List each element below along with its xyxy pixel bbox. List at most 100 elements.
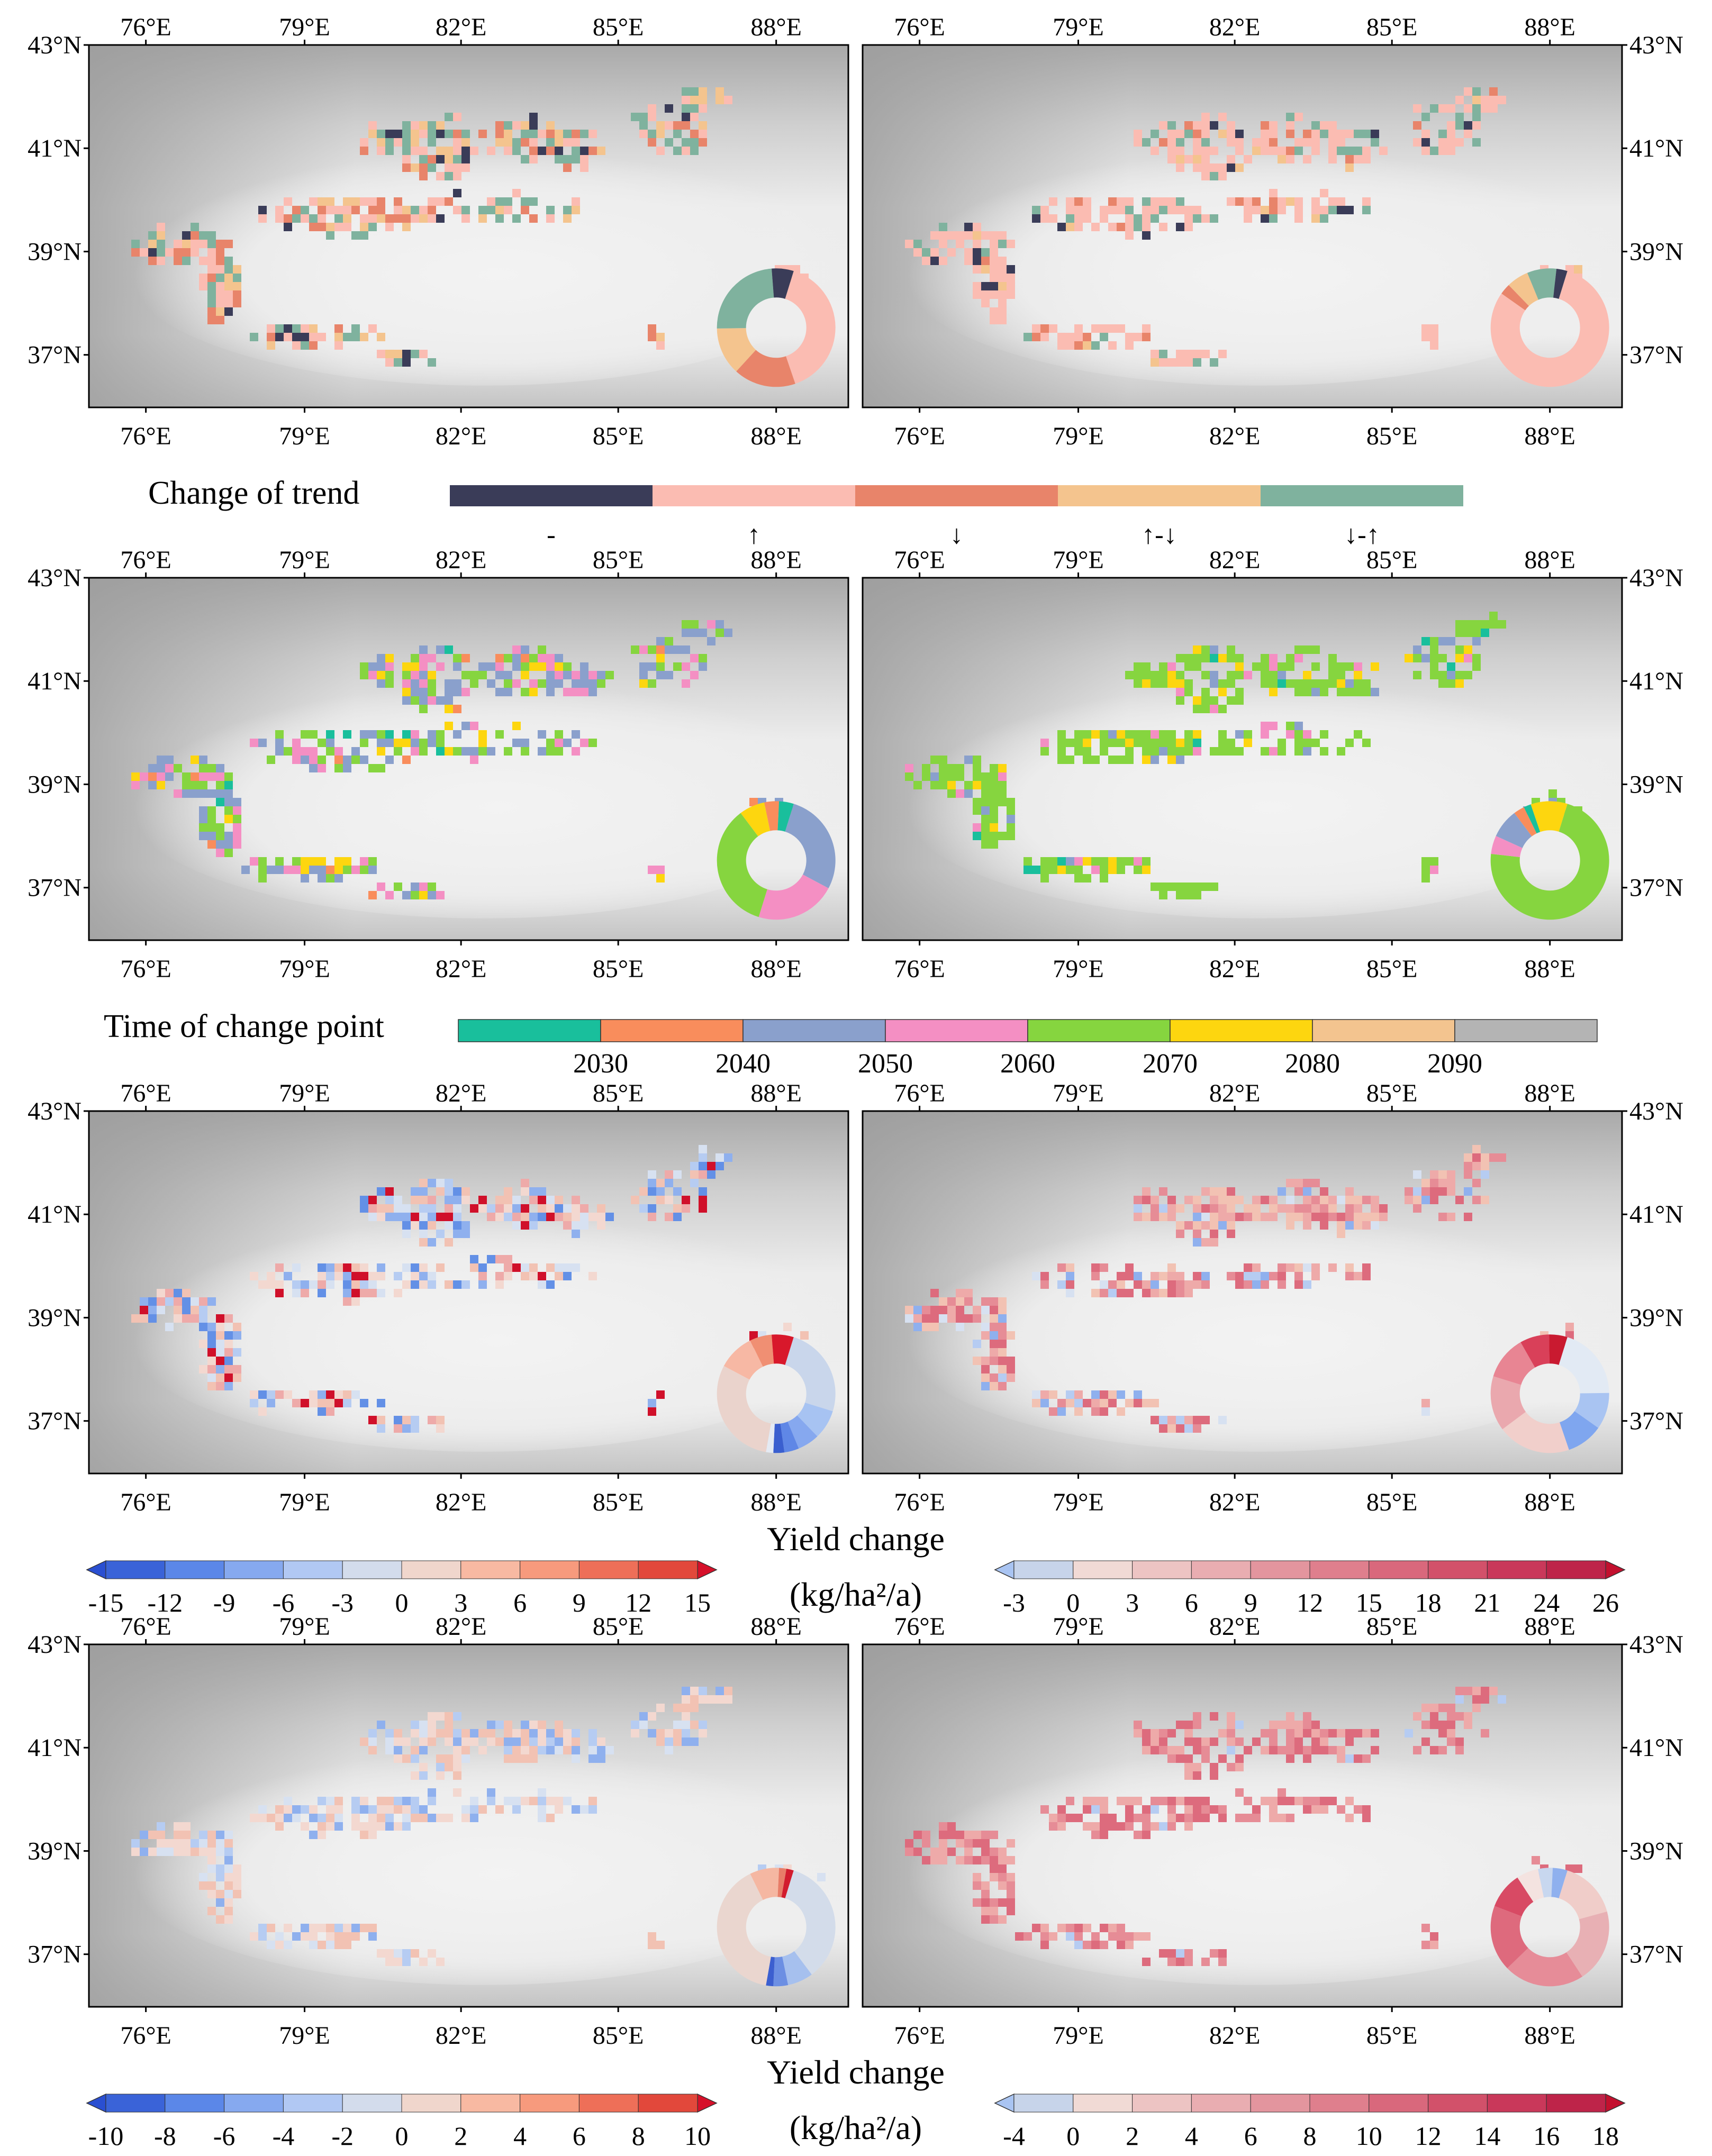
crop-cell [199, 274, 207, 282]
crop-cell [1430, 1712, 1438, 1721]
crop-cell [665, 637, 673, 645]
crop-cell [1464, 1153, 1472, 1162]
crop-cell [1049, 1822, 1057, 1831]
crop-cell [1151, 730, 1159, 739]
crop-cell [682, 1737, 690, 1746]
crop-cell [699, 1196, 707, 1204]
crop-cell [360, 1831, 368, 1839]
crop-cell [224, 1915, 233, 1924]
crop-cells [131, 87, 809, 367]
yield-legend-1-unit: (kg/ha²/a) [790, 1576, 922, 1613]
crop-cell [199, 1831, 207, 1839]
crop-cell [947, 789, 956, 798]
crop-cell [207, 240, 216, 248]
crop-cell [922, 1314, 930, 1323]
crop-cell [1083, 756, 1091, 764]
crop-cell [538, 1187, 546, 1196]
crop-cell [724, 96, 732, 104]
crop-cell [1142, 223, 1151, 231]
crop-cell [1328, 1746, 1337, 1754]
crop-cell [1447, 637, 1455, 645]
crop-cell [922, 764, 930, 772]
crop-cell [1421, 1407, 1430, 1416]
crop-cell [368, 1729, 377, 1737]
crop-cell [1167, 1814, 1176, 1822]
crop-cell [1481, 1196, 1489, 1204]
crop-cell [1108, 1822, 1117, 1831]
crop-cell [682, 121, 690, 130]
crop-cell [445, 1712, 453, 1721]
crop-cell [326, 223, 334, 231]
map-frame [88, 44, 849, 408]
crop-cell [1100, 324, 1108, 333]
crop-cell [1345, 679, 1354, 688]
crop-cell [1125, 739, 1134, 747]
crop-cell [1125, 730, 1134, 739]
crop-cell [1184, 1416, 1193, 1424]
crop-cell [1151, 1196, 1159, 1204]
crop-cell [1049, 866, 1057, 874]
crop-cell [301, 324, 309, 333]
crop-cell [973, 1873, 981, 1881]
crop-cell [504, 679, 512, 688]
crop-cell [648, 1407, 656, 1416]
crop-cell [411, 883, 419, 891]
crop-cell [250, 1814, 258, 1822]
crop-cell [207, 840, 216, 849]
colorbar-tick: 9 [573, 1588, 586, 1617]
crop-cell [605, 1213, 614, 1221]
crop-cell [1134, 866, 1142, 874]
crop-cell [1244, 1814, 1252, 1822]
crop-cell [368, 1196, 377, 1204]
crop-cell [394, 747, 402, 756]
colorbar-max-arrow [697, 2093, 718, 2113]
colorbar-swatch [460, 2094, 521, 2113]
crop-cell [504, 1204, 512, 1213]
crop-cell [377, 333, 385, 341]
crop-cell [1066, 857, 1074, 866]
crop-cell [981, 1831, 990, 1839]
crop-cell [546, 654, 555, 662]
crop-cell [377, 1399, 385, 1407]
crop-cell [199, 1306, 207, 1314]
crop-cell [563, 662, 572, 671]
crop-cell [385, 679, 394, 688]
crop-cell [973, 248, 981, 257]
crop-cell [1328, 138, 1337, 147]
crop-cell [275, 206, 284, 214]
crop-cell [402, 1204, 411, 1213]
crop-cell [656, 874, 665, 883]
crop-cell [284, 333, 292, 341]
crop-cell [555, 1213, 563, 1221]
crop-cell [1117, 1280, 1125, 1289]
crop-cell [402, 1416, 411, 1424]
crop-cell [1117, 1797, 1125, 1805]
crop-cell [546, 1204, 555, 1213]
crop-cell [250, 739, 258, 747]
crop-cell [334, 1263, 343, 1272]
crop-cell [1311, 1272, 1320, 1280]
crop-cell [1117, 206, 1125, 214]
crop-cell [555, 1721, 563, 1729]
crop-cell [1142, 1280, 1151, 1289]
crop-cell [1167, 1729, 1176, 1737]
lat-label: 41°N [1629, 134, 1683, 162]
crop-cell [588, 1272, 597, 1280]
crop-cell [470, 1805, 478, 1814]
colorbar-swatch [401, 1560, 461, 1579]
crop-cell [360, 866, 368, 874]
crop-cell [258, 857, 267, 866]
crop-cell [555, 1729, 563, 1737]
crop-cell [1278, 1204, 1286, 1213]
crop-cell [1227, 696, 1235, 705]
crop-cell [1184, 662, 1193, 671]
crop-cell [1227, 747, 1235, 756]
crop-cell [990, 1306, 998, 1314]
crop-cell [428, 197, 436, 206]
crop-cell [1294, 1263, 1303, 1272]
crop-cell [470, 747, 478, 756]
crop-cell [174, 1289, 182, 1297]
crop-cell [487, 662, 495, 671]
crop-cell [1193, 1221, 1201, 1230]
crop-cell [1472, 1145, 1481, 1153]
